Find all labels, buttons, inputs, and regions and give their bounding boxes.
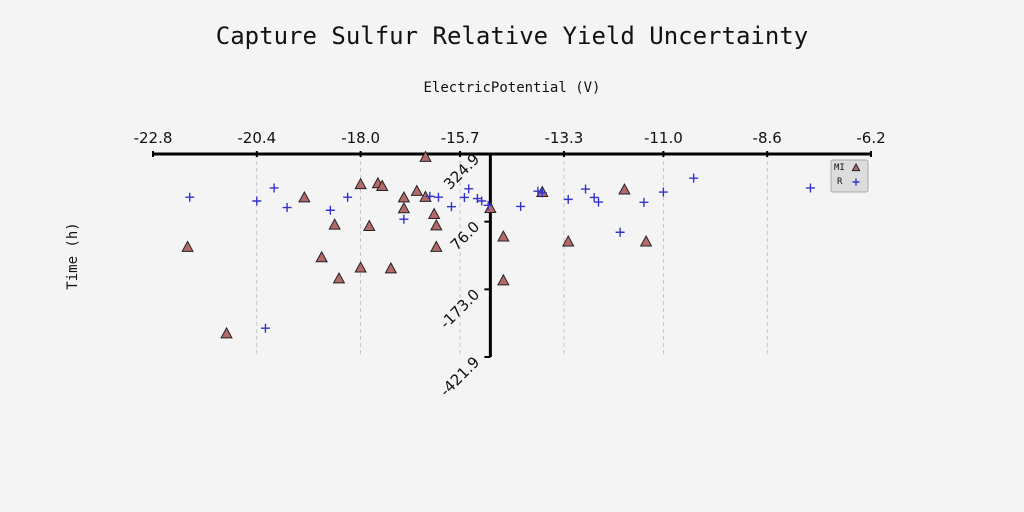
x-axis-label: ElectricPotential (V): [423, 80, 600, 96]
data-point-mi: [430, 240, 443, 252]
data-point-mi: [375, 179, 389, 191]
data-point-mi: [561, 235, 575, 247]
data-point-r: [537, 188, 547, 198]
data-point-mi: [181, 240, 194, 252]
x-tick-label: -8.6: [753, 129, 782, 147]
data-point-r: [282, 203, 292, 213]
data-point-r: [252, 196, 262, 206]
data-point-r: [516, 201, 526, 211]
data-point-r: [325, 205, 335, 215]
data-point-r: [581, 184, 591, 194]
data-point-r: [446, 202, 456, 212]
y-tick-label: -421.9: [436, 353, 483, 400]
data-point-mi: [315, 250, 328, 263]
data-point-mi: [363, 219, 376, 231]
axis-layer: -22.8 -20.4 -18.0 -15.7 -13.3 -11.0 -8.6 -6.2 32…: [134, 129, 886, 400]
data-point-r: [615, 227, 625, 237]
data-point-mi: [354, 177, 367, 190]
data-point-r: [185, 192, 195, 202]
data-point-r: [269, 183, 279, 193]
data-point-mi: [618, 183, 631, 195]
legend: MI R: [830, 159, 869, 193]
data-point-mi: [397, 190, 411, 203]
data-point-r: [464, 184, 474, 194]
data-point-r: [425, 191, 435, 201]
data-point-r: [594, 197, 604, 207]
data-point-r: [260, 323, 270, 333]
chart-title: Capture Sulfur Relative Yield Uncertaint…: [216, 22, 808, 50]
data-point-r: [563, 194, 573, 204]
legend-markers: [851, 162, 861, 186]
data-point-r: [689, 173, 699, 183]
legend-marker-mi: [851, 162, 861, 172]
x-tick-label: -13.3: [544, 129, 583, 147]
data-point-r: [805, 183, 815, 193]
data-point-mi: [298, 190, 311, 203]
data-point-mi: [497, 273, 510, 286]
data-point-mi: [328, 218, 341, 230]
data-point-mi: [484, 201, 497, 214]
data-point-r: [477, 196, 487, 206]
data-point-r: [658, 187, 668, 197]
x-tick-label: -6.2: [856, 129, 885, 147]
x-tick-label: -18.0: [341, 129, 380, 147]
data-point-r: [343, 192, 353, 202]
data-point-mi: [430, 218, 443, 231]
data-point-r: [399, 214, 409, 224]
data-point-r: [533, 186, 543, 196]
x-tick-label: -15.7: [441, 129, 480, 147]
data-point-mi: [354, 261, 367, 273]
data-point-r: [589, 192, 599, 202]
data-point-mi: [427, 207, 441, 219]
data-point-mi: [419, 150, 432, 162]
y-tick-label: 76.0: [447, 218, 483, 254]
data-point-mi: [384, 261, 398, 274]
data-point-r: [459, 192, 469, 202]
data-point-mi: [497, 230, 510, 242]
data-point-mi: [410, 184, 424, 196]
points-layer: [181, 150, 815, 339]
data-point-mi: [397, 201, 411, 214]
legend-label-mi: MI: [834, 163, 845, 173]
x-tick-label: -11.0: [644, 129, 683, 147]
x-tick-label: -20.4: [237, 129, 276, 147]
x-tick-label: -22.8: [134, 129, 173, 147]
legend-label-r: R: [837, 177, 843, 187]
grid-layer: [256, 154, 768, 357]
data-point-r: [483, 200, 493, 210]
data-point-mi: [220, 326, 233, 339]
data-point-r: [472, 194, 482, 204]
data-point-r: [639, 197, 649, 207]
data-point-mi: [332, 271, 346, 284]
legend-marker-r: [852, 178, 860, 186]
y-tick-label: 324.9: [440, 150, 483, 193]
y-axis-label: Time (h): [65, 222, 81, 289]
data-point-mi: [639, 235, 653, 247]
data-point-r: [433, 192, 443, 202]
